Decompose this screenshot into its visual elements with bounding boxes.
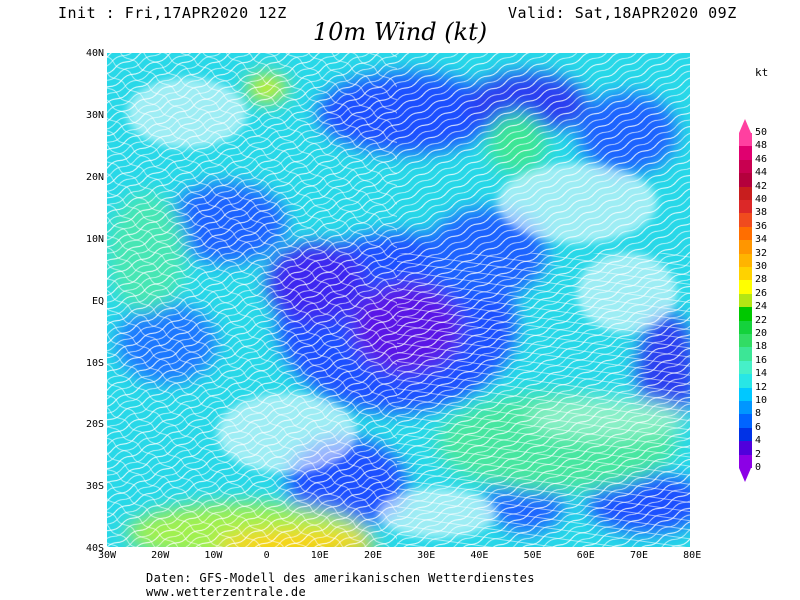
colorbar-label: 36 (755, 220, 768, 232)
lat-label: 10N (85, 233, 104, 245)
map-title: 10m Wind (kt) (312, 18, 488, 46)
colorbar-label: 20 (755, 328, 768, 339)
colorbar-swatch (739, 293, 752, 308)
colorbar-swatch (739, 240, 752, 255)
colorbar-swatch (739, 133, 752, 147)
colorbar-label: 6 (755, 421, 762, 433)
colorbar-label: 38 (755, 207, 768, 219)
lat-label: EQ (91, 295, 104, 307)
colorbar-label: 2 (755, 448, 762, 460)
colorbar-label: 14 (755, 368, 768, 380)
colorbar-swatch (739, 253, 752, 268)
lon-label: 30E (417, 550, 436, 561)
colorbar-swatch (739, 387, 752, 402)
colorbar-swatch (739, 454, 752, 469)
colorbar-swatch (739, 267, 752, 281)
colorbar-swatch (739, 173, 752, 188)
website-credit: www.wetterzentrale.de (146, 585, 307, 599)
colorbar-swatch (739, 374, 752, 389)
colorbar-label: 28 (755, 274, 768, 286)
init-time: Init : Fri,17APR2020 12Z (58, 4, 287, 22)
colorbar-label: 50 (755, 127, 768, 138)
colorbar-unit: kt (755, 66, 769, 79)
colorbar-swatch (739, 226, 752, 241)
colorbar-label: 16 (755, 354, 768, 366)
colorbar-label: 22 (755, 314, 768, 326)
lat-label: 40S (85, 543, 104, 555)
colorbar-swatch (739, 320, 752, 335)
colorbar-swatch (739, 186, 752, 201)
colorbar-label: 4 (755, 435, 762, 447)
colorbar-label: 48 (755, 140, 768, 152)
lon-label: 50E (523, 550, 542, 561)
lon-label: 0 (263, 550, 270, 561)
lon-label: 30W (97, 550, 117, 561)
lon-label: 20W (151, 550, 170, 561)
colorbar-label: 10 (755, 395, 768, 406)
lon-label: 80E (683, 550, 702, 561)
colorbar-swatch (739, 200, 752, 214)
valid-time: Valid: Sat,18APR2020 09Z (508, 4, 737, 22)
lat-label: 20N (85, 171, 104, 183)
colorbar-swatch (739, 146, 752, 161)
wind-map (107, 53, 690, 547)
colorbar-label: 44 (755, 167, 768, 179)
lat-label: 10S (85, 357, 104, 369)
data-source-credit: Daten: GFS-Modell des amerikanischen Wet… (146, 571, 535, 585)
lon-label: 70E (629, 550, 649, 561)
colorbar-label: 42 (755, 180, 768, 192)
colorbar-label: 46 (755, 153, 768, 165)
colorbar-swatch (739, 414, 752, 429)
colorbar-label: 34 (755, 234, 768, 246)
lon-label: 10W (204, 550, 223, 561)
lon-label: 20E (363, 550, 383, 561)
colorbar-swatch (739, 401, 752, 415)
colorbar-label: 18 (755, 341, 768, 353)
colorbar-label: 24 (755, 301, 768, 313)
colorbar-swatch (739, 159, 752, 174)
lon-label: 60E (576, 550, 595, 561)
colorbar-label: 12 (755, 381, 768, 393)
colorbar-label: 32 (755, 247, 768, 259)
colorbar-label: 8 (755, 408, 762, 420)
lon-label: 10E (310, 550, 329, 561)
lat-label: 30S (85, 481, 104, 493)
lon-label: 40E (470, 550, 489, 561)
colorbar-swatch (739, 213, 752, 228)
colorbar-swatch (739, 427, 752, 442)
lat-label: 30N (85, 109, 104, 121)
colorbar-label: 26 (755, 287, 768, 299)
colorbar-label: 0 (755, 462, 762, 473)
lat-label: 40N (85, 48, 104, 59)
colorbar-bottom-arrow (739, 468, 751, 482)
lat-label: 20S (85, 419, 104, 431)
colorbar-label: 40 (755, 194, 768, 205)
colorbar-swatch (739, 441, 752, 456)
colorbar-swatch (739, 360, 752, 375)
colorbar-top-arrow (739, 119, 751, 133)
colorbar-swatch (739, 307, 752, 322)
colorbar-swatch (739, 347, 752, 362)
colorbar-label: 30 (755, 261, 768, 272)
colorbar-swatch (739, 280, 752, 295)
colorbar-swatch (739, 334, 752, 348)
